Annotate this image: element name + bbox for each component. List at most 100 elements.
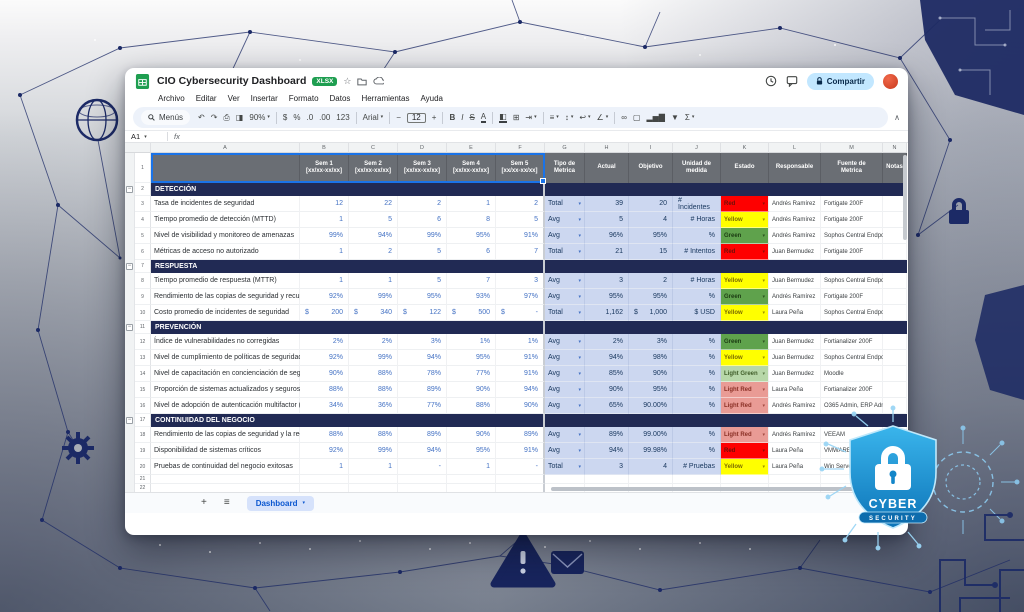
- week-value-cell[interactable]: -: [496, 459, 545, 475]
- metric-label-cell[interactable]: Tasa de incidentes de seguridad: [151, 196, 300, 212]
- week-value-cell[interactable]: $200: [300, 305, 349, 321]
- week-value-cell[interactable]: 77%: [447, 366, 496, 382]
- week-value-cell[interactable]: 99%: [349, 350, 398, 366]
- undo-icon[interactable]: ↶: [198, 112, 205, 122]
- metric-label-cell[interactable]: Rendimiento de las copias de seguridad y…: [151, 427, 315, 443]
- name-box[interactable]: A1 ▾: [131, 132, 161, 141]
- week-value-cell[interactable]: 2: [496, 196, 545, 212]
- week-value-cell[interactable]: 88%: [349, 382, 398, 398]
- unidad-cell[interactable]: %: [673, 366, 721, 382]
- week-header-cell[interactable]: Sem 3 [xx/xx-xx/xx]: [398, 153, 447, 183]
- objetivo-cell[interactable]: 15: [629, 244, 673, 260]
- collapse-minus-icon[interactable]: −: [126, 186, 133, 193]
- vertical-scrollbar[interactable]: [903, 155, 907, 240]
- responsable-cell[interactable]: Andrés Ramírez: [769, 427, 821, 443]
- empty-cell[interactable]: [151, 475, 300, 484]
- account-avatar[interactable]: [883, 73, 898, 89]
- notas-cell[interactable]: [883, 443, 907, 459]
- column-header-I[interactable]: I: [629, 143, 673, 153]
- estado-cell[interactable]: Yellow ▾: [721, 273, 769, 289]
- share-button[interactable]: Compartir: [806, 72, 874, 90]
- week-value-cell[interactable]: -: [398, 459, 447, 475]
- week-header-cell[interactable]: Sem 4 [xx/xx-xx/xx]: [447, 153, 496, 183]
- add-sheet-button[interactable]: +: [201, 497, 207, 508]
- actual-cell[interactable]: 96%: [585, 228, 629, 244]
- week-value-cell[interactable]: $340: [349, 305, 398, 321]
- row-number[interactable]: 9: [135, 289, 151, 305]
- redo-icon[interactable]: ↷: [210, 112, 218, 122]
- decrease-decimals-button[interactable]: .0: [306, 112, 314, 122]
- week-value-cell[interactable]: 5: [349, 212, 398, 228]
- metric-type-cell[interactable]: Total ▾: [545, 305, 585, 321]
- week-value-cell[interactable]: 2%: [300, 334, 349, 350]
- header-cell[interactable]: Objetivo: [629, 153, 673, 183]
- empty-cell[interactable]: [721, 475, 769, 484]
- insert-chart-button[interactable]: ▂▅▇: [646, 112, 665, 122]
- empty-cell[interactable]: [447, 484, 496, 492]
- unidad-cell[interactable]: # Pruebas: [673, 459, 721, 475]
- week-value-cell[interactable]: 99%: [300, 228, 349, 244]
- unidad-cell[interactable]: %: [673, 398, 721, 414]
- metric-type-cell[interactable]: Avg ▾: [545, 443, 585, 459]
- metric-label-cell[interactable]: Nivel de visibilidad y monitoreo de amen…: [151, 228, 300, 244]
- fuente-cell[interactable]: Fortigate 200F: [821, 196, 883, 212]
- objetivo-cell[interactable]: 95%: [629, 382, 673, 398]
- week-value-cell[interactable]: 5: [398, 273, 447, 289]
- group-collapse[interactable]: −: [125, 183, 135, 196]
- fuente-cell[interactable]: VMWARE, Hyper-V: [821, 443, 883, 459]
- metric-label-cell[interactable]: Rendimiento de las copias de seguridad y…: [151, 289, 317, 305]
- column-header-J[interactable]: J: [673, 143, 721, 153]
- column-header-D[interactable]: D: [398, 143, 447, 153]
- week-value-cell[interactable]: 97%: [496, 289, 545, 305]
- more-formats-button[interactable]: 123: [336, 112, 350, 122]
- empty-cell[interactable]: [496, 484, 545, 492]
- metric-type-cell[interactable]: Avg ▾: [545, 350, 585, 366]
- merge-cells-button[interactable]: ⇥ ▾: [525, 112, 537, 122]
- estado-cell[interactable]: Yellow ▾: [721, 459, 769, 475]
- week-value-cell[interactable]: 93%: [447, 289, 496, 305]
- responsable-cell[interactable]: Juan Bermudez: [769, 350, 821, 366]
- metric-label-cell[interactable]: Nivel de cumplimiento de políticas de se…: [151, 350, 302, 366]
- week-value-cell[interactable]: 88%: [300, 427, 349, 443]
- increase-decimals-button[interactable]: .00: [319, 112, 331, 122]
- header-cell[interactable]: Estado: [721, 153, 769, 183]
- estado-cell[interactable]: Red ▾: [721, 244, 769, 260]
- week-value-cell[interactable]: 92%: [300, 289, 349, 305]
- week-value-cell[interactable]: 12: [300, 196, 349, 212]
- row-number[interactable]: 12: [135, 334, 151, 350]
- metric-type-cell[interactable]: Avg ▾: [545, 382, 585, 398]
- unidad-cell[interactable]: # Horas: [673, 273, 721, 289]
- actual-cell[interactable]: 90%: [585, 382, 629, 398]
- metric-label-cell[interactable]: Nivel de capacitación en concienciación …: [151, 366, 316, 382]
- menu-herramientas[interactable]: Herramientas: [361, 94, 410, 103]
- currency-format-button[interactable]: $: [282, 112, 288, 122]
- notas-cell[interactable]: [883, 350, 907, 366]
- week-value-cell[interactable]: 92%: [300, 350, 349, 366]
- objetivo-cell[interactable]: 90%: [629, 366, 673, 382]
- group-collapse[interactable]: −: [125, 414, 135, 427]
- responsable-cell[interactable]: Laura Peña: [769, 459, 821, 475]
- objetivo-cell[interactable]: 95%: [629, 228, 673, 244]
- empty-cell[interactable]: [447, 475, 496, 484]
- row-number[interactable]: 22: [135, 484, 151, 492]
- actual-cell[interactable]: 2%: [585, 334, 629, 350]
- metric-label-cell[interactable]: Disponibilidad de sistemas críticos: [151, 443, 300, 459]
- actual-cell[interactable]: 39: [585, 196, 629, 212]
- objetivo-cell[interactable]: 99.00%: [629, 427, 673, 443]
- estado-cell[interactable]: Red ▾: [721, 443, 769, 459]
- week-value-cell[interactable]: 95%: [398, 289, 447, 305]
- unidad-cell[interactable]: %: [673, 382, 721, 398]
- notas-cell[interactable]: [883, 382, 907, 398]
- unidad-cell[interactable]: # Intentos: [673, 244, 721, 260]
- week-value-cell[interactable]: 88%: [300, 382, 349, 398]
- actual-cell[interactable]: 3: [585, 273, 629, 289]
- cell-a1[interactable]: [151, 153, 300, 183]
- responsable-cell[interactable]: Juan Bermudez: [769, 366, 821, 382]
- collapse-minus-icon[interactable]: −: [126, 324, 133, 331]
- week-value-cell[interactable]: 99%: [349, 443, 398, 459]
- estado-cell[interactable]: Light Red ▾: [721, 427, 769, 443]
- week-value-cell[interactable]: 95%: [447, 443, 496, 459]
- menu-ayuda[interactable]: Ayuda: [420, 94, 443, 103]
- estado-cell[interactable]: Yellow ▾: [721, 212, 769, 228]
- week-value-cell[interactable]: 2: [349, 244, 398, 260]
